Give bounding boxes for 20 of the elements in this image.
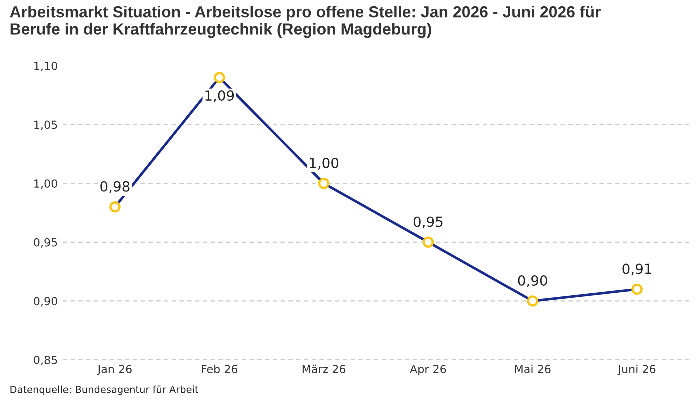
data-label: 0,90 xyxy=(518,276,548,288)
x-tick-label: Juni 26 xyxy=(618,364,656,376)
data-label: 0,98 xyxy=(100,181,130,194)
x-tick-label: Feb 26 xyxy=(202,364,238,374)
y-tick-label: 0,90 xyxy=(34,297,58,307)
data-label: 0,91 xyxy=(622,264,652,276)
y-tick-label: 0,85 xyxy=(34,356,58,366)
y-tick-label: 1,05 xyxy=(34,120,58,130)
y-tick-label: 1,00 xyxy=(34,180,58,190)
y-tick-label: 0,95 xyxy=(34,238,58,248)
data-label: 0,95 xyxy=(414,216,443,229)
data-label: 1,09 xyxy=(206,90,234,102)
x-tick-label: März 26 xyxy=(302,364,346,374)
x-tick-label: Mai 26 xyxy=(515,364,551,374)
y-tick-label: 1,10 xyxy=(34,62,58,72)
x-tick-label: Apr 26 xyxy=(410,365,446,376)
data-label: 1,00 xyxy=(310,158,339,170)
chart-title: Arbeitsmarkt Situation - Arbeitslose pro offene Stelle: Jan 2026 - Juni 2026 für Berufe in der Kraftfahrzeugtechnik (Region Magdeburg) xyxy=(10,6,601,38)
x-tick-label: Jan 26 xyxy=(97,365,132,376)
text: Datenquelle: Bundesagentur für Arbeit xyxy=(10,386,199,396)
